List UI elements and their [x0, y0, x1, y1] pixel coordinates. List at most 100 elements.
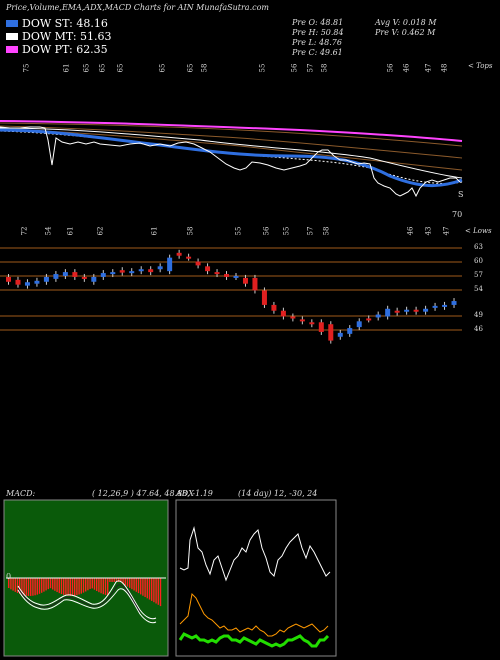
macd-bar: [142, 578, 144, 596]
price-level-label: 63: [474, 243, 483, 251]
price-chart-svg: [0, 120, 463, 344]
macd-line: [17, 580, 157, 620]
price-level-label: 57: [474, 271, 483, 279]
macd-bar: [124, 578, 126, 586]
price-line: [0, 126, 461, 198]
macd-bar: [65, 578, 67, 596]
ema-panel: [0, 120, 463, 198]
macd-bar: [122, 578, 124, 584]
legend-dow-mt: DOW MT: 51.63: [6, 30, 112, 43]
macd-bar: [58, 578, 60, 594]
candle: [413, 309, 419, 312]
avg-volume: Avg V: 0.018 M: [375, 18, 437, 27]
macd-title: MACD:: [6, 489, 36, 498]
legend-label: DOW PT: 62.35: [22, 43, 108, 56]
macd-bar: [27, 578, 30, 596]
macd-bar: [111, 578, 113, 582]
macd-bar: [87, 578, 89, 591]
candle: [195, 261, 201, 266]
macd-signal-line: [17, 588, 157, 624]
legend-swatch-blue: [6, 20, 18, 27]
macd-bar: [43, 578, 45, 592]
ohlc-low: Pre L: 48.76: [292, 38, 342, 47]
candle: [271, 304, 277, 311]
prev-volume: Pre V: 0.462 M: [375, 28, 436, 37]
macd-bar: [38, 578, 41, 594]
legend-label: DOW MT: 51.63: [22, 30, 112, 43]
legend-dow-pt: DOW PT: 62.35: [6, 43, 108, 56]
candle: [148, 269, 154, 273]
chart-title: Price,Volume,EMA,ADX,MACD Charts for AIN…: [6, 3, 270, 12]
ema-short-line: [0, 128, 463, 188]
macd-bar: [49, 578, 52, 589]
candle: [280, 310, 286, 317]
end-marker: S: [458, 190, 464, 199]
candle: [100, 273, 106, 277]
legend-swatch-magenta: [6, 46, 18, 53]
candle: [119, 270, 125, 273]
macd-bar: [107, 578, 109, 596]
macd-bar: [159, 578, 162, 607]
macd-bar: [76, 578, 78, 596]
macd-bar: [115, 578, 118, 582]
candle: [328, 324, 334, 341]
ohlc-close: Pre C: 49.61: [292, 48, 343, 57]
macd-bar: [98, 578, 100, 593]
candle: [309, 322, 315, 325]
macd-bar: [157, 578, 159, 605]
macd-bar: [80, 578, 82, 594]
ema-long-line: [0, 120, 463, 142]
candle: [214, 272, 220, 275]
macd-bar: [45, 578, 47, 591]
candle: [138, 269, 144, 272]
candle: [167, 257, 173, 272]
adx-line: [178, 632, 330, 648]
macd-bar: [8, 578, 10, 588]
candle: [24, 282, 30, 286]
macd-bar: [36, 578, 38, 595]
legend-label: DOW ST: 48.16: [22, 17, 108, 30]
candle: [442, 304, 448, 307]
macd-bar: [135, 578, 137, 592]
candle: [34, 280, 40, 284]
ema-band-line: [0, 125, 463, 159]
macd-bar: [47, 578, 49, 590]
adx-params: (14 day) 12, -30, 24: [238, 489, 318, 498]
macd-bar: [69, 578, 71, 596]
macd-bar: [54, 578, 56, 591]
macd-bar: [93, 578, 96, 590]
macd-bar: [16, 578, 19, 593]
candle: [290, 316, 296, 319]
ohlc-open: Pre O: 48.81: [292, 18, 344, 27]
macd-bar: [131, 578, 133, 590]
candle: [337, 332, 343, 337]
macd-bar: [104, 578, 107, 595]
tops-label: < Tops: [468, 62, 493, 70]
panel-bottom-value: 70: [452, 210, 463, 219]
candle: [176, 252, 182, 256]
candle: [356, 321, 362, 328]
candle: [91, 276, 97, 282]
macd-bar: [153, 578, 155, 603]
candle: [62, 272, 68, 276]
macd-bar: [52, 578, 54, 590]
legend-swatch-white: [6, 33, 18, 40]
adx-panel: [175, 499, 337, 657]
candle: [394, 310, 400, 313]
candle: [233, 275, 239, 278]
candles: [6, 249, 457, 344]
macd-bar: [32, 578, 34, 596]
macd-bar: [14, 578, 16, 592]
macd-zero-label: 0: [6, 572, 12, 581]
candle: [72, 272, 78, 277]
macd-bar: [85, 578, 87, 592]
candle: [6, 276, 11, 282]
adx-di-minus-line: [179, 592, 329, 637]
macd-bar: [137, 578, 140, 594]
ema-medium-line: [0, 127, 463, 179]
candle: [110, 272, 116, 275]
macd-bar: [140, 578, 142, 595]
macd-bar: [71, 578, 74, 596]
macd-bar: [60, 578, 63, 595]
